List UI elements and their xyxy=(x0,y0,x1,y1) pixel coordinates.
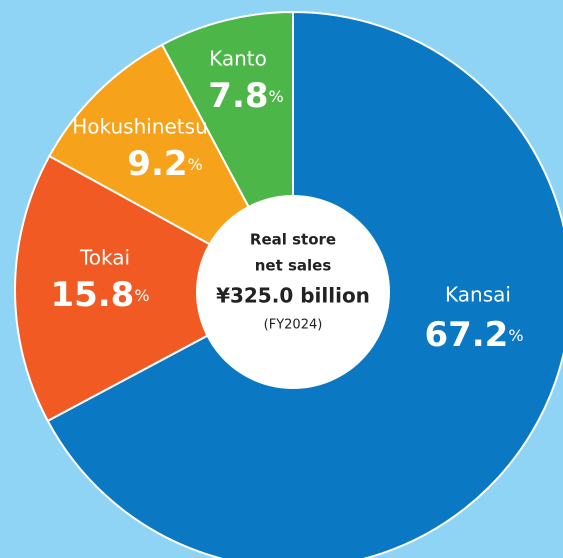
value-number: 7.8 xyxy=(208,76,268,116)
center-text: (FY2024) xyxy=(264,318,323,333)
value-unit: % xyxy=(508,326,523,345)
center-hole xyxy=(196,195,390,389)
value-unit: % xyxy=(188,155,203,174)
value-label: 9.2% xyxy=(127,144,202,184)
category-label: Tokai xyxy=(79,246,130,270)
value-unit: % xyxy=(134,286,149,305)
category-label: Kansai xyxy=(445,283,511,307)
center-text: net sales xyxy=(255,257,332,275)
pie-slice xyxy=(14,154,296,423)
category-label: Hokushinetsu xyxy=(72,115,208,139)
value-label: 15.8% xyxy=(50,275,149,315)
center-text: ¥325.0 billion xyxy=(216,284,370,308)
center-text: Real store xyxy=(250,231,336,249)
category-label: Kanto xyxy=(209,47,267,71)
value-unit: % xyxy=(269,87,284,106)
value-label: 7.8% xyxy=(208,76,283,116)
value-number: 67.2 xyxy=(424,315,508,355)
value-number: 15.8 xyxy=(50,275,134,315)
value-number: 9.2 xyxy=(127,144,187,184)
value-label: 67.2% xyxy=(424,315,523,355)
